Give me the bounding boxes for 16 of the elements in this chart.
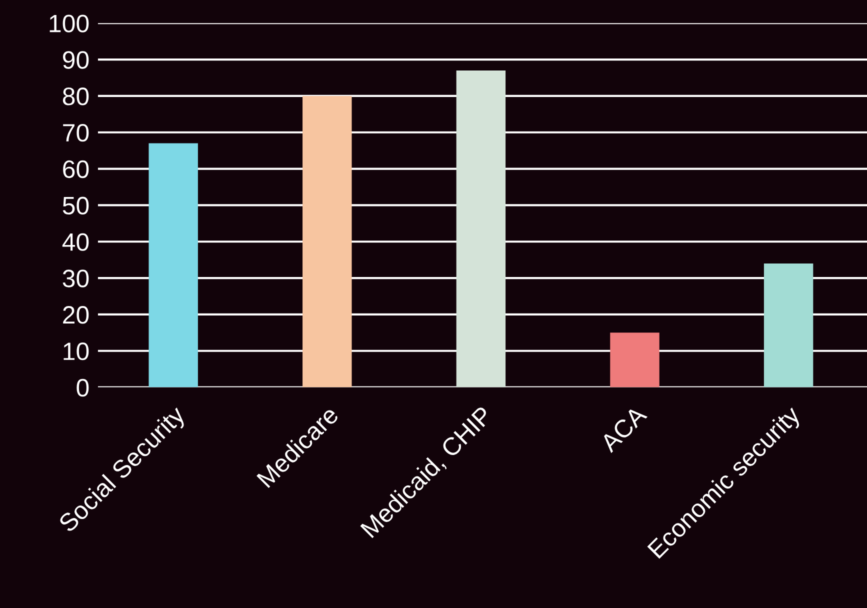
- y-tick-label: 90: [63, 51, 89, 69]
- y-tick-label: 0: [76, 378, 89, 397]
- y-tick-label: 80: [62, 88, 89, 106]
- y-tick-label: 60: [63, 160, 89, 178]
- y-tick-label: 70: [63, 124, 89, 142]
- bar: [456, 70, 506, 388]
- y-tick-label: 30: [62, 270, 89, 288]
- y-tick-label: 20: [63, 306, 89, 324]
- y-tick-label: 10: [64, 342, 89, 360]
- y-tick-label: 50: [62, 196, 89, 215]
- y-tick-label: 40: [62, 233, 89, 251]
- bar: [610, 332, 660, 388]
- bar: [302, 96, 352, 388]
- bar: [148, 143, 198, 388]
- bar: [764, 263, 814, 388]
- y-tick-label: 100: [50, 14, 89, 32]
